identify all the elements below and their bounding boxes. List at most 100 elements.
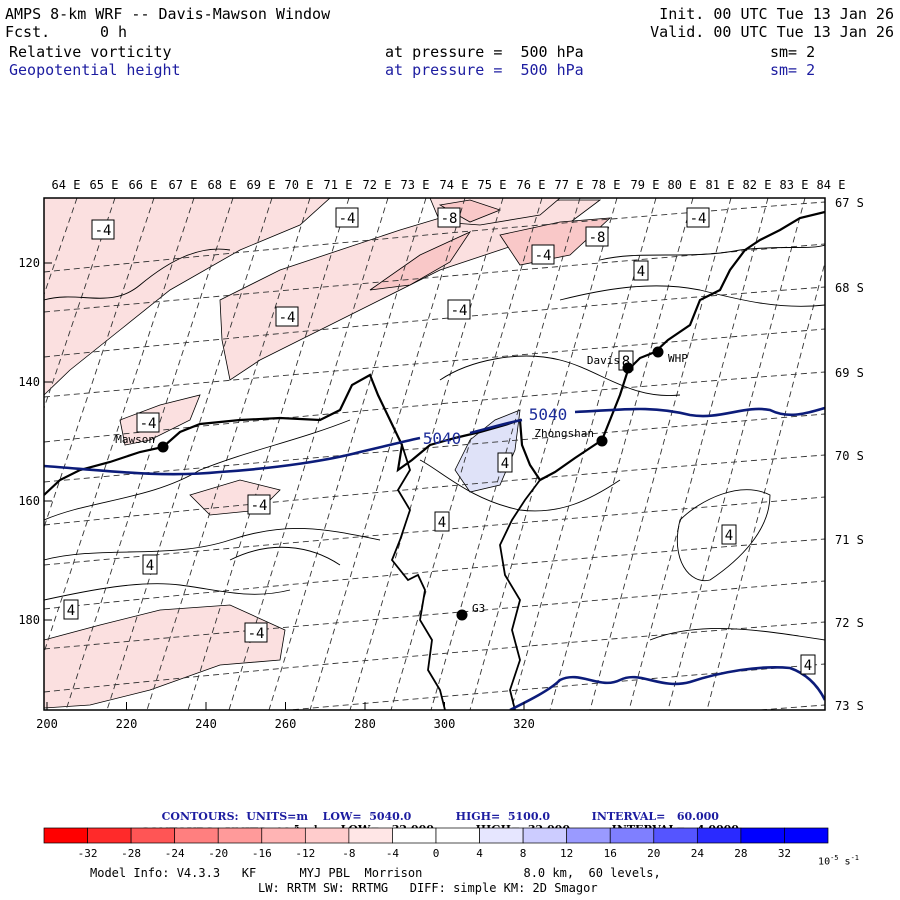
x-tick-label: 220 (116, 717, 138, 731)
longitude-label: 69 E (247, 178, 276, 192)
colorbar-unit-tail-exp: -1 (850, 854, 860, 862)
x-tick-label: 240 (195, 717, 217, 731)
axis-labels: 64 E 65 E 66 E 67 E 68 E 69 E 70 E 71 E 72 E 73 E… (18, 178, 864, 731)
y-tick-label: 140 (18, 375, 40, 389)
station-marker (157, 441, 169, 453)
colorbar-label: -20 (208, 847, 228, 860)
latitude-label: 73 S (835, 699, 864, 713)
longitude-label: 66 E (129, 178, 158, 192)
longitude-label: 64 E (52, 178, 81, 192)
colorbar-unit-tail: s (838, 856, 851, 868)
longitude-label: 82 E (743, 178, 772, 192)
colorbar-label: -28 (121, 847, 141, 860)
vorticity-label: 4 (438, 515, 446, 531)
station-name: G3 (472, 602, 485, 615)
x-tick-label: 260 (275, 717, 297, 731)
vorticity-label: -8 (589, 230, 606, 246)
longitude-label: 84 E (817, 178, 846, 192)
colorbar-label: 8 (520, 847, 527, 860)
longitude-label: 67 E (169, 178, 198, 192)
longitude-label: 75 E (478, 178, 507, 192)
colorbar-label: 4 (476, 847, 483, 860)
colorbar-label: 28 (734, 847, 747, 860)
legend1-interval: INTERVAL= 60.000 (591, 810, 719, 823)
forecast-label: Fcst. (5, 23, 51, 41)
longitude-label: 70 E (285, 178, 314, 192)
height-labels: 5040 5040 (423, 405, 568, 448)
map-title: AMPS 8-km WRF -- Davis-Mawson Window (5, 5, 331, 23)
field2-smooth: sm= 2 (770, 61, 816, 79)
vorticity-contours (44, 244, 825, 641)
geopotential-height-contours (44, 406, 825, 710)
colorbar-label: 32 (778, 847, 791, 860)
colorbar-label: -16 (252, 847, 272, 860)
vorticity-label: 4 (501, 456, 509, 472)
colorbar-label: -8 (342, 847, 355, 860)
colorbar-label: -24 (165, 847, 185, 860)
legend1-low: LOW= 5040.0 (322, 810, 412, 823)
footer-model-info: Model Info: V4.3.3 KF MYJ PBL Morrison 8… (90, 866, 661, 880)
colorbar-unit-exp: -5 (830, 854, 839, 862)
longitude-label: 76 E (517, 178, 546, 192)
longitude-label: 65 E (90, 178, 119, 192)
vorticity-label: -8 (441, 211, 458, 227)
ice-shelf-boundary (390, 444, 446, 710)
x-tick-label: 280 (354, 717, 376, 731)
longitude-label: 68 E (208, 178, 237, 192)
station-marker (456, 609, 468, 621)
vorticity-labels: -4 -4 -8 -4 -8 -4 -4 -4 -4 -4 -4 4 8 4 4 4 4 4 4 (63, 207, 816, 675)
longitude-label: 79 E (631, 178, 660, 192)
vorticity-label: -4 (140, 416, 157, 432)
x-tick-label: 300 (434, 717, 456, 731)
station-name: WHP (668, 352, 688, 365)
colorbar-label: -4 (386, 847, 400, 860)
footer-physics-info: LW: RRTM SW: RRTMG DIFF: simple KM: 2D S… (258, 881, 598, 895)
stations: Mawson Davis WHP Zhongshan G3 (115, 346, 688, 621)
init-time: Init. 00 UTC Tue 13 Jan 26 (659, 5, 894, 23)
latitude-label: 71 S (835, 533, 864, 547)
longitude-label: 81 E (706, 178, 735, 192)
station-marker (622, 362, 634, 374)
longitude-label: 78 E (592, 178, 621, 192)
colorbar-label: 0 (433, 847, 440, 860)
latitude-label: 72 S (835, 616, 864, 630)
x-tick-label: 200 (36, 717, 58, 731)
longitude-label: 77 E (555, 178, 584, 192)
vorticity-label: -4 (248, 626, 265, 642)
longitude-label: 72 E (363, 178, 392, 192)
vorticity-label: -4 (535, 248, 552, 264)
height-contour-label: 5040 (529, 405, 568, 424)
map-frame (43, 197, 826, 711)
colorbar-label: -32 (78, 847, 98, 860)
strong-negative-vorticity (369, 199, 612, 291)
legend1-high: HIGH= 5100.0 (455, 810, 550, 823)
vorticity-label: 4 (725, 528, 733, 544)
vorticity-label: -4 (279, 310, 296, 326)
longitude-label: 74 E (440, 178, 469, 192)
vorticity-label: 4 (804, 658, 812, 674)
field1-name: Relative vorticity (9, 43, 172, 61)
station-name: Zhongshan (534, 427, 594, 440)
latitude-label: 70 S (835, 449, 864, 463)
latitude-label: 67 S (835, 196, 864, 210)
longitude-label: 73 E (401, 178, 430, 192)
field1-smooth: sm= 2 (770, 43, 816, 61)
longitude-label: 83 E (780, 178, 809, 192)
height-contour-label: 5040 (423, 429, 462, 448)
y-tick-label: 180 (18, 613, 40, 627)
station-name: Davis (587, 354, 620, 367)
colorbar-label: 20 (647, 847, 660, 860)
y-tick-label: 160 (18, 494, 40, 508)
vorticity-label: 4 (637, 264, 645, 280)
y-tick-label: 120 (18, 256, 40, 270)
colorbar: -32 -28 -24 -20 -16 -12 -8 -4 0 4 8 12 16 20 24 28 32 (43, 827, 829, 860)
forecast-value: 0 h (100, 23, 128, 41)
latitude-label: 68 S (835, 281, 864, 295)
colorbar-label: 24 (691, 847, 705, 860)
vorticity-label: 8 (622, 354, 630, 370)
longitude-label: 71 E (324, 178, 353, 192)
vorticity-label: -4 (95, 223, 112, 239)
axis-ticks (44, 262, 525, 710)
negative-vorticity-shading (44, 198, 602, 709)
vorticity-label: 4 (146, 558, 154, 574)
